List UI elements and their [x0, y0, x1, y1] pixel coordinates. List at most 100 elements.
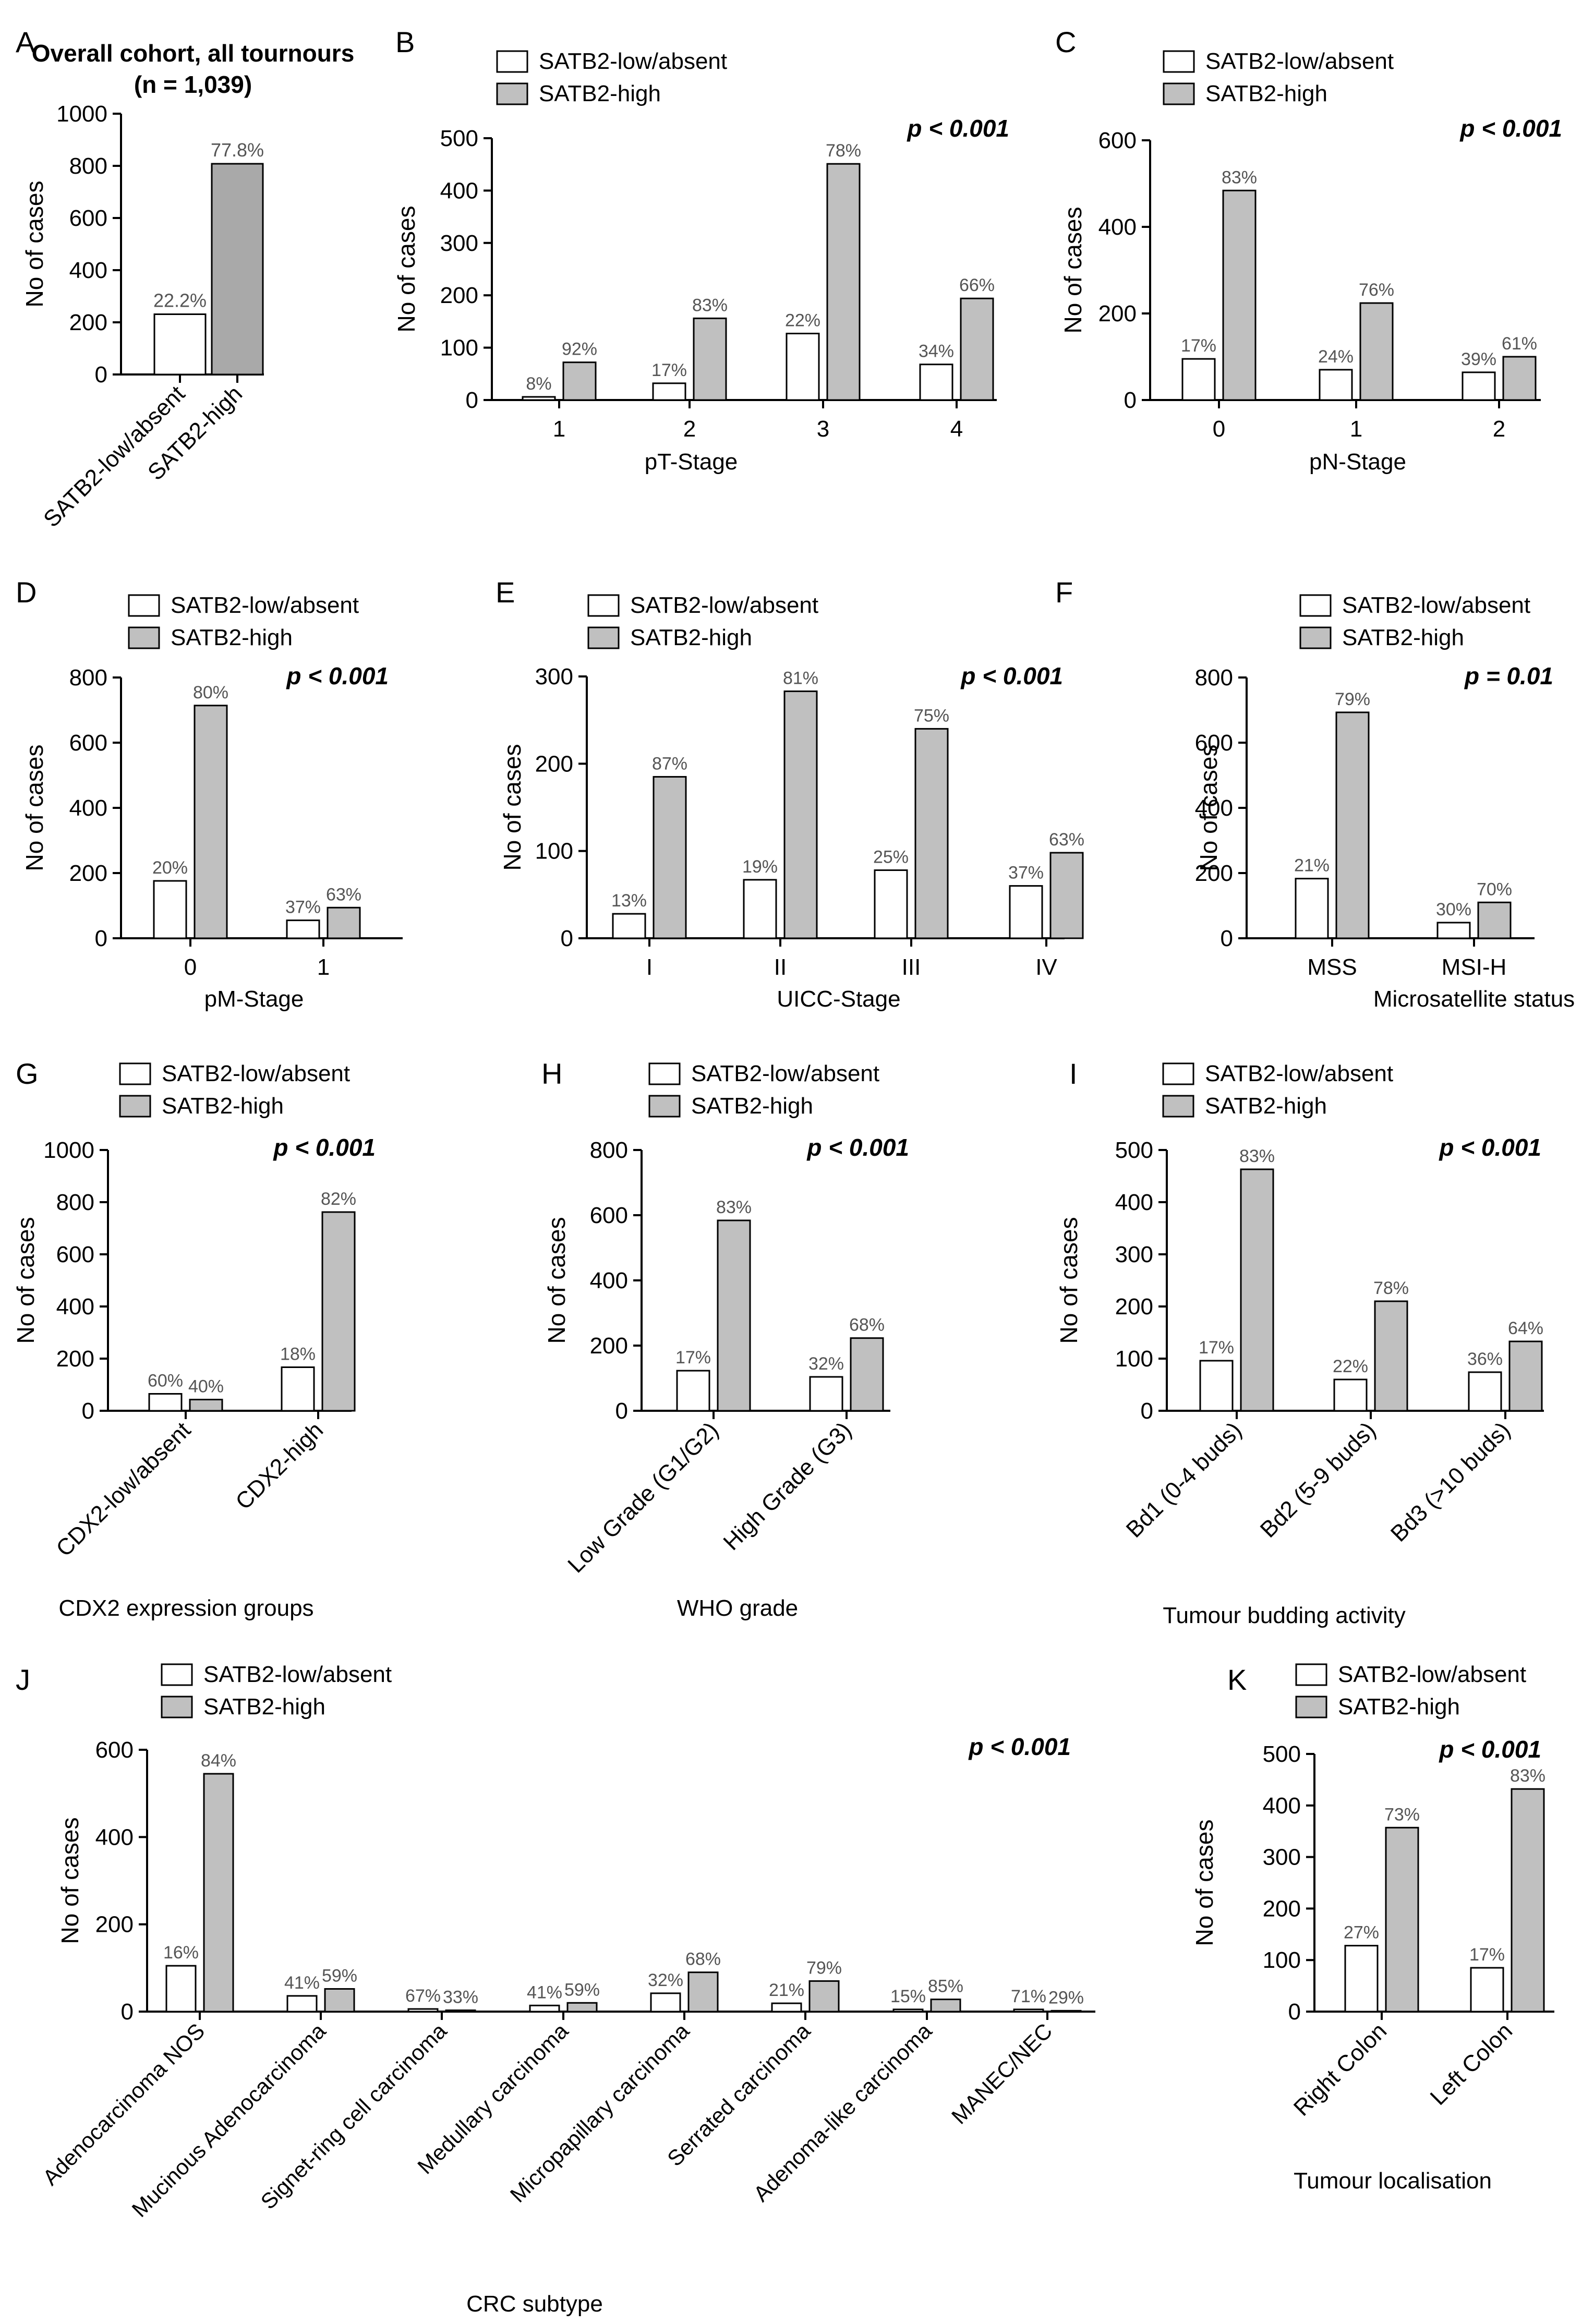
y-tick-label: 1000	[43, 1137, 94, 1163]
bar-low	[286, 1995, 318, 2013]
bar-high	[1049, 852, 1084, 939]
legend-label-high: SATB2-high	[691, 1093, 813, 1119]
bar-value-label: 33%	[443, 1987, 478, 2007]
legend-swatch-low	[1163, 50, 1195, 73]
bar-high	[808, 1980, 840, 2013]
bar-value-label: 17%	[675, 1348, 711, 1367]
y-tick-label: 200	[440, 283, 478, 308]
x-tick-label: 0	[184, 954, 197, 980]
bar-value-label: 70%	[1477, 879, 1512, 899]
p-value: p < 0.001	[285, 662, 389, 689]
bar-high	[562, 361, 597, 401]
x-tick-label: 2	[683, 416, 696, 442]
y-tick-label: 500	[440, 126, 478, 151]
bar-low	[676, 1370, 710, 1412]
bar-high	[1222, 189, 1257, 401]
bar-low	[1009, 885, 1043, 939]
legend-swatch-low	[648, 1062, 681, 1085]
bar-high	[693, 317, 727, 401]
bar-value-label: 59%	[564, 1980, 600, 2000]
legend-label-low: SATB2-low/absent	[1342, 592, 1530, 618]
bar-value-label: 83%	[716, 1197, 752, 1217]
x-axis-label: pN-Stage	[1309, 449, 1406, 475]
bar-value-label: 18%	[280, 1345, 316, 1364]
bar-high	[321, 1211, 356, 1412]
legend-swatch-high	[161, 1696, 193, 1718]
bar-high	[1385, 1826, 1419, 2013]
bar-value-label: 8%	[526, 374, 551, 394]
y-tick-label: 0	[121, 1999, 134, 2025]
bar-value-label: 17%	[651, 360, 687, 380]
x-tick-label: Mucinous Adenocarcinoma	[127, 2018, 331, 2222]
bar-low	[407, 2008, 439, 2013]
x-axis-label: Tumour localisation	[1294, 2168, 1492, 2194]
bar-high	[1374, 1300, 1408, 1412]
bar-low	[1468, 1371, 1502, 1412]
x-axis-label: UICC-Stage	[777, 986, 900, 1012]
bar-high	[1508, 1340, 1543, 1412]
y-tick-label: 0	[615, 1398, 628, 1424]
bar-high	[1511, 1788, 1545, 2013]
y-tick-label: 1000	[56, 101, 107, 127]
bar-high	[189, 1399, 223, 1412]
bar-low	[286, 919, 320, 939]
panel-letter: H	[541, 1057, 562, 1090]
y-tick-label: 400	[69, 795, 107, 821]
legend: SATB2-low/absent SATB2-high	[1299, 592, 1530, 650]
bar-value-label: 79%	[806, 1958, 842, 1978]
bar-value-label: 15%	[890, 1987, 926, 2006]
bar-value-label: 27%	[1344, 1923, 1379, 1943]
bar-high	[914, 728, 949, 939]
bar-value-label: 84%	[201, 1751, 236, 1771]
chart-panel-b: B 0 100 200 300 400 500 No of cases 1 2 3 4 8% 17% 22%…	[393, 26, 1009, 475]
bar-value-label: 61%	[1502, 334, 1537, 354]
bar-low	[743, 879, 777, 939]
y-axis-label: No of cases	[1059, 207, 1086, 334]
bar-value-label: 60%	[148, 1371, 183, 1391]
legend-swatch-low	[119, 1062, 151, 1085]
y-tick-label: 100	[1263, 1947, 1301, 1973]
bar-high	[324, 1988, 355, 2013]
bar-value-label: 41%	[527, 1982, 562, 2002]
legend-label-low: SATB2-low/absent	[1338, 1662, 1526, 1687]
bar-value-label: 76%	[1359, 280, 1394, 300]
bar-low	[786, 332, 820, 401]
legend: SATB2-low/absent SATB2-high	[128, 592, 359, 650]
x-tick-label: Right Colon	[1289, 2018, 1392, 2121]
y-tick-label: 100	[1115, 1346, 1153, 1372]
y-tick-label: 400	[1263, 1793, 1301, 1819]
bar-low	[1344, 1945, 1379, 2013]
chart-panel-k: K 0 100 200 300 400 500 No of cases Right Colon L…	[1191, 1662, 1554, 2194]
panel-letter: D	[16, 576, 37, 609]
chart-title: Overall cohort, all tournours	[32, 40, 355, 67]
legend-swatch-low	[587, 594, 620, 617]
bar-high	[960, 297, 994, 401]
chart-panel-f: F 0 200 400 600 800 No of cases MSS MSI-H 21% 30% 7…	[1055, 576, 1575, 1012]
bar-value-label: 82%	[321, 1189, 356, 1209]
x-tick-label: 0	[1213, 416, 1225, 442]
p-value: p < 0.001	[272, 1134, 376, 1161]
bar-value-label: 40%	[188, 1377, 224, 1397]
y-tick-label: 100	[535, 839, 573, 864]
bar-low	[281, 1366, 315, 1412]
bar-high	[203, 1773, 234, 2013]
bar-value-label: 83%	[1222, 167, 1257, 187]
x-tick-label: II	[774, 954, 787, 980]
legend-label-low: SATB2-low/absent	[203, 1662, 392, 1687]
legend-label-high: SATB2-high	[539, 81, 661, 106]
bar-high	[1050, 2010, 1082, 2013]
legend-swatch-low	[128, 594, 160, 617]
y-tick-label: 0	[1141, 1398, 1153, 1424]
y-tick-label: 600	[1098, 128, 1137, 153]
bar-value-label: 75%	[914, 706, 949, 725]
bar-value-label: 32%	[648, 1970, 683, 1990]
x-tick-label: High Grade (G3)	[718, 1417, 856, 1555]
x-tick-label: MSS	[1307, 954, 1357, 980]
bar-low	[1462, 371, 1496, 401]
bar-value-label: 85%	[928, 1977, 963, 1996]
y-tick-label: 200	[69, 861, 107, 886]
legend-swatch-high	[496, 82, 528, 105]
bar-high	[445, 2009, 476, 2013]
